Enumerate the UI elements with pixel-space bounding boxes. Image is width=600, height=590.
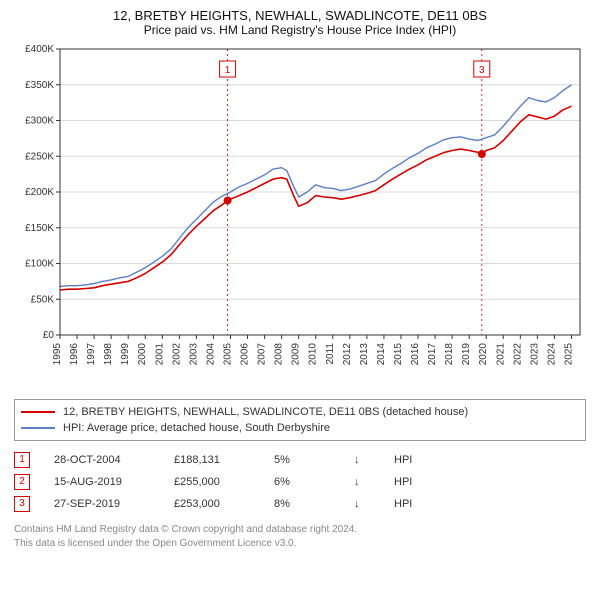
legend-label: 12, BRETBY HEIGHTS, NEWHALL, SWADLINCOTE… — [63, 404, 468, 420]
sale-price: £255,000 — [174, 471, 254, 493]
svg-text:2023: 2023 — [529, 343, 540, 366]
svg-text:£250K: £250K — [25, 151, 54, 162]
svg-text:2014: 2014 — [376, 343, 387, 366]
svg-text:2024: 2024 — [546, 343, 557, 366]
legend-row: 12, BRETBY HEIGHTS, NEWHALL, SWADLINCOTE… — [21, 404, 579, 420]
svg-text:£300K: £300K — [25, 116, 54, 127]
svg-text:£0: £0 — [43, 330, 55, 341]
sale-price: £253,000 — [174, 493, 254, 515]
sale-number-box: 1 — [14, 452, 30, 468]
svg-text:2016: 2016 — [410, 343, 421, 366]
sale-number-box: 2 — [14, 474, 30, 490]
sale-cmp: HPI — [394, 471, 412, 493]
svg-text:2015: 2015 — [393, 343, 404, 366]
svg-text:£150K: £150K — [25, 223, 54, 234]
svg-text:2006: 2006 — [240, 343, 251, 366]
arrow-down-icon: ↓ — [354, 471, 374, 493]
legend-row: HPI: Average price, detached house, Sout… — [21, 420, 579, 436]
svg-text:£200K: £200K — [25, 187, 54, 198]
svg-text:2002: 2002 — [171, 343, 182, 366]
svg-text:1: 1 — [225, 65, 231, 76]
sale-diff: 8% — [274, 493, 334, 515]
svg-text:2008: 2008 — [274, 343, 285, 366]
footer-line-1: Contains HM Land Registry data © Crown c… — [14, 523, 586, 537]
legend-swatch — [21, 427, 55, 429]
sale-row: 3 27-SEP-2019 £253,000 8% ↓ HPI — [14, 493, 586, 515]
svg-text:1995: 1995 — [52, 343, 63, 366]
arrow-down-icon: ↓ — [354, 493, 374, 515]
chart-svg: £0 £50K £100K £150K £200K £250K £300K £350K £400… — [14, 43, 586, 393]
svg-text:2004: 2004 — [205, 343, 216, 366]
sale-number-box: 3 — [14, 496, 30, 512]
svg-text:2019: 2019 — [461, 343, 472, 366]
page-title: 12, BRETBY HEIGHTS, NEWHALL, SWADLINCOTE… — [14, 8, 586, 23]
svg-text:2003: 2003 — [188, 343, 199, 366]
legend: 12, BRETBY HEIGHTS, NEWHALL, SWADLINCOTE… — [14, 399, 586, 441]
svg-text:2007: 2007 — [257, 343, 268, 366]
svg-text:2025: 2025 — [563, 343, 574, 366]
svg-text:2013: 2013 — [359, 343, 370, 366]
svg-text:£100K: £100K — [25, 259, 54, 270]
svg-text:£50K: £50K — [31, 294, 55, 305]
legend-swatch — [21, 411, 55, 413]
svg-text:1996: 1996 — [69, 343, 80, 366]
sale-diff: 5% — [274, 449, 334, 471]
svg-text:2009: 2009 — [291, 343, 302, 366]
sales-table: 1 28-OCT-2004 £188,131 5% ↓ HPI 2 15-AUG-2019 £2… — [14, 449, 586, 515]
svg-text:3: 3 — [479, 65, 485, 76]
svg-text:2017: 2017 — [427, 343, 438, 366]
sale-price: £188,131 — [174, 449, 254, 471]
sale-diff: 6% — [274, 471, 334, 493]
svg-text:2022: 2022 — [512, 343, 523, 366]
svg-text:2005: 2005 — [222, 343, 233, 366]
legend-label: HPI: Average price, detached house, Sout… — [63, 420, 330, 436]
svg-text:2021: 2021 — [495, 343, 506, 366]
sale-date: 15-AUG-2019 — [54, 471, 154, 493]
svg-text:2018: 2018 — [444, 343, 455, 366]
price-chart: £0 £50K £100K £150K £200K £250K £300K £350K £400… — [14, 43, 586, 393]
svg-text:1999: 1999 — [120, 343, 131, 366]
svg-text:2020: 2020 — [478, 343, 489, 366]
svg-text:1998: 1998 — [103, 343, 114, 366]
sale-cmp: HPI — [394, 493, 412, 515]
sale-cmp: HPI — [394, 449, 412, 471]
sale-row: 1 28-OCT-2004 £188,131 5% ↓ HPI — [14, 449, 586, 471]
sale-date: 28-OCT-2004 — [54, 449, 154, 471]
svg-text:2012: 2012 — [342, 343, 353, 366]
arrow-down-icon: ↓ — [354, 449, 374, 471]
svg-text:2010: 2010 — [308, 343, 319, 366]
svg-text:£350K: £350K — [25, 80, 54, 91]
svg-text:2011: 2011 — [325, 343, 336, 365]
svg-text:2000: 2000 — [137, 343, 148, 366]
sale-row: 2 15-AUG-2019 £255,000 6% ↓ HPI — [14, 471, 586, 493]
footer-line-2: This data is licensed under the Open Gov… — [14, 537, 586, 551]
svg-text:1997: 1997 — [86, 343, 97, 366]
sale-date: 27-SEP-2019 — [54, 493, 154, 515]
page-subtitle: Price paid vs. HM Land Registry's House … — [14, 23, 586, 37]
svg-text:£400K: £400K — [25, 44, 54, 55]
footer-text: Contains HM Land Registry data © Crown c… — [14, 523, 586, 551]
svg-text:2001: 2001 — [154, 343, 165, 366]
